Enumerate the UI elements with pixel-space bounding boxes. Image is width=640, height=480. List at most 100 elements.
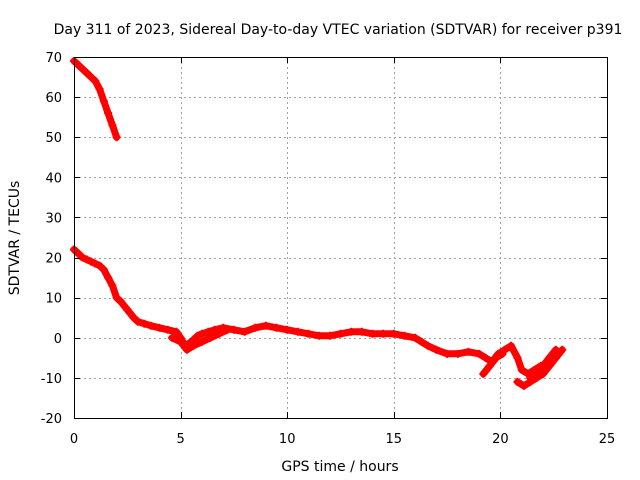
data-point-marker: [498, 349, 507, 358]
data-point-marker: [432, 345, 441, 354]
x-tick-label: 20: [492, 432, 509, 447]
data-point-marker: [513, 377, 522, 386]
x-tick-label: 10: [279, 432, 296, 447]
axis-ticks: 0 5 10 15 20 25 -20 -10 0 10 20 30 40 50 60 70: [41, 51, 616, 447]
series-arc-4: [479, 349, 507, 378]
data-point-marker: [251, 323, 260, 332]
chart-title: Day 311 of 2023, Sidereal Day-to-day VTE…: [54, 22, 623, 38]
data-point-marker: [272, 323, 281, 332]
data-point-marker: [357, 327, 366, 336]
data-point-marker: [293, 327, 302, 336]
data-point-marker: [479, 369, 488, 378]
data-point-marker: [492, 353, 501, 362]
data-point-marker: [423, 341, 432, 350]
data-point-marker: [336, 329, 345, 338]
data-point-marker: [182, 345, 191, 354]
x-axis-label: GPS time / hours: [281, 459, 398, 475]
data-point-marker: [551, 345, 560, 354]
data-point-marker: [74, 61, 83, 70]
y-tick-label: 0: [54, 332, 62, 347]
data-point-marker: [206, 333, 215, 342]
data-point-marker: [379, 329, 388, 338]
data-point-marker: [417, 337, 426, 346]
x-tick-label: 5: [176, 432, 184, 447]
data-point-marker: [78, 253, 87, 262]
data-point-marker: [168, 333, 177, 342]
data-point-marker: [325, 331, 334, 340]
y-tick-label: 20: [45, 252, 62, 267]
data-point-marker: [485, 361, 494, 370]
x-tick-label: 15: [386, 432, 403, 447]
data-point-marker: [532, 369, 541, 378]
y-tick-label: 40: [45, 171, 62, 186]
data-point-marker: [112, 293, 121, 302]
data-point-marker: [82, 69, 91, 78]
data-point-marker: [78, 65, 87, 74]
data-point-marker: [197, 329, 206, 338]
data-point-marker: [74, 249, 83, 258]
data-point-marker: [129, 313, 138, 322]
data-point-marker: [140, 319, 149, 328]
data-point-marker: [283, 325, 292, 334]
data-series: [70, 57, 567, 390]
x-tick-label: 25: [599, 432, 616, 447]
data-point-marker: [116, 297, 125, 306]
data-point-marker: [108, 121, 117, 130]
data-point-marker: [261, 321, 270, 330]
data-point-marker: [99, 265, 108, 274]
data-point-marker: [193, 331, 202, 340]
data-point-marker: [400, 331, 409, 340]
data-point-marker: [453, 349, 462, 358]
series-arc-6: [526, 345, 560, 382]
data-point-marker: [513, 353, 522, 362]
data-point-marker: [507, 341, 516, 350]
data-point-marker: [146, 321, 155, 330]
data-point-marker: [519, 381, 528, 390]
data-point-marker: [517, 365, 526, 374]
data-point-marker: [197, 337, 206, 346]
data-point-marker: [464, 347, 473, 356]
data-point-marker: [176, 337, 185, 346]
grid: [74, 57, 607, 418]
data-point-marker: [526, 373, 535, 382]
plot-frame: [74, 57, 608, 419]
data-point-marker: [91, 259, 100, 268]
data-point-marker: [172, 327, 181, 336]
series-arc-2: [70, 245, 545, 378]
data-point-marker: [163, 325, 172, 334]
y-tick-label: -10: [41, 372, 62, 387]
data-point-marker: [123, 305, 132, 314]
data-point-marker: [87, 73, 96, 82]
series-band: [70, 246, 545, 378]
data-point-marker: [240, 327, 249, 336]
data-point-marker: [104, 273, 113, 282]
series-arc-1: [70, 57, 121, 142]
data-point-marker: [95, 261, 104, 270]
y-tick-label: 30: [45, 211, 62, 226]
data-point-marker: [443, 349, 452, 358]
data-point-marker: [104, 109, 113, 118]
data-point-marker: [389, 329, 398, 338]
data-point-marker: [133, 317, 142, 326]
series-arc-3: [168, 325, 232, 354]
data-point-marker: [95, 85, 104, 94]
data-point-marker: [189, 341, 198, 350]
y-tick-label: 60: [45, 91, 62, 106]
data-point-marker: [155, 323, 164, 332]
data-point-marker: [475, 349, 484, 358]
y-axis-label: SDTVAR / TECUs: [7, 181, 23, 296]
data-point-marker: [539, 361, 548, 370]
y-tick-label: 70: [45, 51, 62, 66]
data-point-marker: [481, 353, 490, 362]
data-point-marker: [204, 327, 213, 336]
series-band: [479, 350, 506, 378]
data-point-marker: [214, 329, 223, 338]
data-point-marker: [112, 133, 121, 142]
data-point-marker: [82, 255, 91, 264]
data-point-marker: [545, 353, 554, 362]
x-tick-label: 0: [70, 432, 78, 447]
data-point-marker: [223, 325, 232, 334]
data-point-marker: [368, 329, 377, 338]
data-point-marker: [108, 281, 117, 290]
